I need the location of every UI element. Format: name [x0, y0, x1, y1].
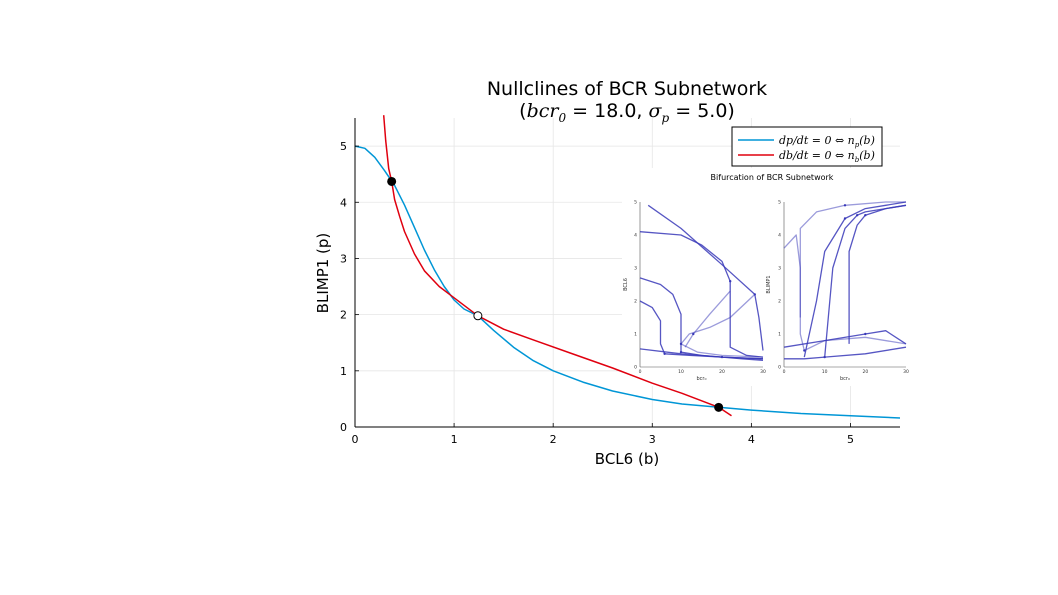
- series-line-np: [354, 145, 901, 419]
- inset-curve: [684, 290, 731, 348]
- equilibrium-points: [387, 176, 724, 412]
- inset-y-tick-label: 1: [778, 332, 781, 338]
- inset-title: Bifurcation of BCR Subnetwork: [711, 173, 834, 182]
- inset-curve-marker: [720, 355, 724, 359]
- y-axis-label: BLIMP1 (p): [314, 233, 332, 314]
- inset-x-tick-label: 0: [783, 369, 786, 375]
- inset-x-tick-label: 30: [903, 369, 909, 375]
- inset-curve-marker: [663, 352, 666, 355]
- axes: [354, 118, 900, 428]
- inset-x-label: bcr₀: [697, 376, 707, 382]
- inset-background: [622, 168, 914, 386]
- inset-y-tick-label: 3: [634, 266, 637, 272]
- inset-y-tick-label: 0: [634, 365, 637, 371]
- inset-y-tick-label: 2: [778, 299, 781, 305]
- y-tick-label: 0: [340, 421, 347, 434]
- inset-x-tick-label: 30: [760, 369, 766, 375]
- inset-panel-blimp1: 0 10 20 30 0 1 2 3 4 5 bcr₀ BLIMP1: [766, 200, 909, 383]
- y-tick-label: 1: [340, 365, 347, 378]
- inset-curve: [799, 201, 906, 318]
- inset-y-tick-label: 5: [778, 200, 781, 206]
- x-tick-label: 4: [748, 433, 755, 446]
- inset-curve: [848, 204, 907, 344]
- inset-curve: [783, 234, 907, 352]
- legend-label-np: dp/dt = 0 ⇔ np(b): [779, 134, 875, 149]
- inset-curve-marker: [843, 204, 847, 207]
- tick-labels: 0 1 2 3 4 5 0 1 2 3 4 5: [340, 140, 854, 446]
- x-tick-label: 5: [847, 433, 854, 446]
- inset-curve-marker: [864, 214, 867, 217]
- x-tick-label: 0: [352, 433, 359, 446]
- x-tick-label: 2: [550, 433, 557, 446]
- inset-curve: [639, 348, 764, 360]
- inset-x-tick-label: 10: [678, 369, 684, 375]
- inset-curve-marker: [729, 280, 732, 283]
- inset-x-label: bcr₀: [840, 376, 850, 382]
- chart-subtitle: (bcr0 = 18.0, σp = 5.0): [519, 100, 735, 125]
- inset-y-tick-label: 0: [778, 365, 781, 371]
- x-tick-label: 1: [451, 433, 458, 446]
- x-tick-label: 3: [649, 433, 656, 446]
- stable-fixed-point: [387, 176, 397, 186]
- inset-x-tick-label: 20: [862, 369, 868, 375]
- inset-y-tick-label: 4: [778, 233, 781, 239]
- legend-box: [731, 126, 883, 167]
- inset-x-tick-label: 20: [719, 369, 725, 375]
- inset-curve-marker: [803, 349, 806, 352]
- y-tick-label: 5: [340, 140, 347, 153]
- y-tick-label: 3: [340, 252, 347, 265]
- inset-curve-marker: [843, 217, 847, 220]
- y-tick-label: 4: [340, 196, 347, 209]
- inset-y-tick-label: 4: [634, 233, 637, 239]
- inset-curve-marker: [856, 214, 859, 217]
- inset-x-tick-label: 10: [822, 369, 828, 375]
- inset-curve: [680, 293, 764, 358]
- stable-fixed-point: [714, 402, 724, 412]
- inset-y-tick-label: 5: [634, 200, 637, 206]
- inset-y-label: BCL6: [623, 278, 629, 291]
- inset-y-tick-label: 1: [634, 332, 637, 338]
- inset-curve-marker: [679, 350, 683, 354]
- inset-y-label: BLIMP1: [766, 275, 772, 293]
- inset-curve-marker: [864, 332, 867, 336]
- y-tick-label: 2: [340, 309, 347, 322]
- inset-curve-marker: [692, 332, 695, 336]
- inset-x-tick-label: 0: [639, 369, 642, 375]
- inset-panel-bcl6: 0 10 20 30 0 1 2 3 4 5 bcr₀ BCL6: [623, 200, 766, 383]
- unstable-fixed-point: [473, 311, 483, 321]
- inset-y-tick-label: 3: [778, 266, 781, 272]
- inset-curve-marker: [679, 342, 683, 346]
- x-axis-label: BCL6 (b): [595, 450, 659, 468]
- inset-curve: [647, 204, 764, 351]
- inset-y-tick-label: 2: [634, 299, 637, 305]
- legend-label-nb: db/dt = 0 ⇔ nb(b): [779, 149, 875, 164]
- legend: dp/dt = 0 ⇔ np(b) db/dt = 0 ⇔ nb(b): [731, 126, 883, 167]
- chart-title: Nullclines of BCR Subnetwork: [487, 78, 767, 100]
